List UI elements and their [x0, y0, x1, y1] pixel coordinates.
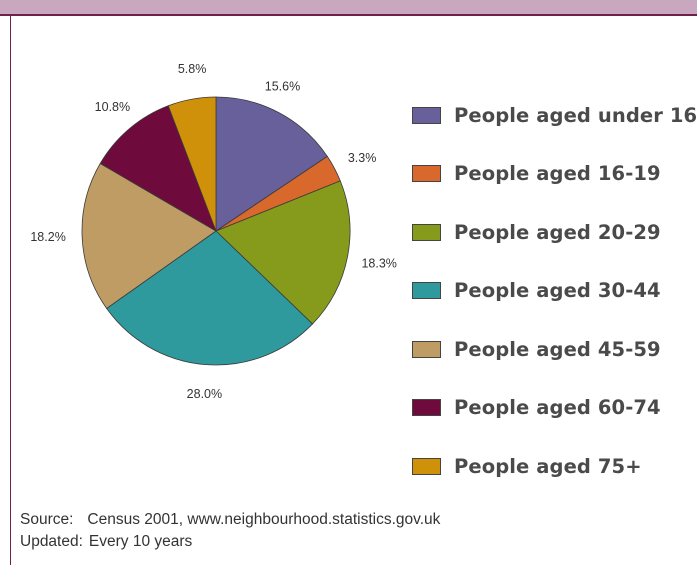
slice-value-label: 10.8%	[95, 100, 130, 114]
source-row: Source: Census 2001, www.neighbourhood.s…	[20, 509, 440, 531]
slice-value-label: 15.6%	[265, 79, 300, 93]
footer: Source: Census 2001, www.neighbourhood.s…	[20, 509, 440, 553]
legend-swatch	[412, 106, 441, 124]
slice-value-label: 18.3%	[361, 257, 396, 271]
pie-slice-6	[99, 105, 217, 232]
updated-row: Updated: Every 10 years	[20, 531, 440, 553]
slice-value-label: 3.3%	[348, 151, 377, 165]
updated-label: Updated:	[20, 533, 83, 550]
pie-slice-7	[167, 96, 217, 232]
legend-swatch	[412, 223, 441, 241]
pie-slice-5	[81, 162, 217, 309]
pie-slice-4	[106, 230, 314, 366]
legend-item: People aged 75+	[412, 437, 697, 496]
slice-value-label: 5.8%	[178, 62, 207, 76]
source-value: Census 2001, www.neighbourhood.statistic…	[87, 511, 441, 528]
legend: People aged under 16 People aged 16-19 Peo…	[412, 86, 697, 496]
legend-item: People aged 30-44	[412, 262, 697, 321]
legend-label: People aged under 16	[454, 103, 697, 127]
slice-value-label: 28.0%	[187, 387, 222, 401]
legend-item: People aged 45-59	[412, 320, 697, 379]
legend-label: People aged 45-59	[454, 337, 661, 361]
pie-slice-3	[215, 180, 351, 325]
slice-value-label: 18.2%	[30, 230, 65, 244]
legend-item: People aged under 16	[412, 86, 697, 145]
pie-slice-1	[215, 96, 328, 232]
header-band	[0, 0, 697, 16]
legend-label: People aged 60-74	[454, 396, 661, 420]
source-label: Source:	[20, 511, 74, 528]
updated-value: Every 10 years	[88, 533, 193, 550]
legend-item: People aged 60-74	[412, 379, 697, 438]
legend-item: People aged 20-29	[412, 203, 697, 262]
legend-item: People aged 16-19	[412, 145, 697, 204]
legend-label: People aged 30-44	[454, 279, 661, 303]
legend-label: People aged 16-19	[454, 162, 661, 186]
legend-swatch	[412, 340, 441, 358]
legend-swatch	[412, 165, 441, 183]
legend-label: People aged 75+	[454, 454, 642, 478]
legend-swatch	[412, 399, 441, 417]
frame-left-border	[10, 14, 11, 565]
legend-label: People aged 20-29	[454, 220, 661, 244]
legend-swatch	[412, 282, 441, 300]
legend-swatch	[412, 457, 441, 475]
